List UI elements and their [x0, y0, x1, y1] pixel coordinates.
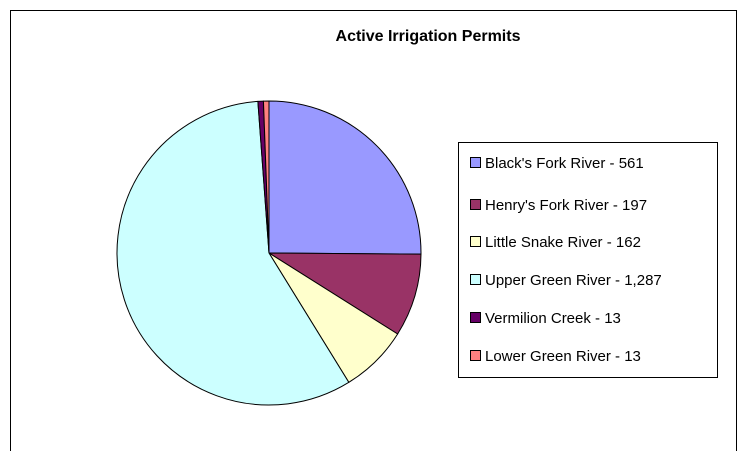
chart-title: Active Irrigation Permits: [336, 28, 521, 45]
legend-swatch: [470, 312, 481, 323]
legend-label: Vermilion Creek - 13: [485, 310, 621, 327]
legend-label: Little Snake River - 162: [485, 234, 641, 251]
legend-swatch: [470, 157, 481, 168]
pie-slice: [262, 100, 270, 254]
legend-swatch: [470, 199, 481, 210]
pie-slice: [267, 252, 422, 335]
legend-label: Henry's Fork River - 197: [485, 197, 647, 214]
legend-swatch: [470, 350, 481, 361]
pie-slice: [116, 100, 350, 406]
legend-label: Lower Green River - 13: [485, 348, 641, 365]
legend-label: Black's Fork River - 561: [485, 155, 644, 172]
legend-label: Upper Green River - 1,287: [485, 272, 662, 289]
legend-swatch: [470, 236, 481, 247]
legend-swatch: [470, 274, 481, 285]
legend-box: [458, 142, 718, 378]
pie-slice: [268, 100, 422, 255]
